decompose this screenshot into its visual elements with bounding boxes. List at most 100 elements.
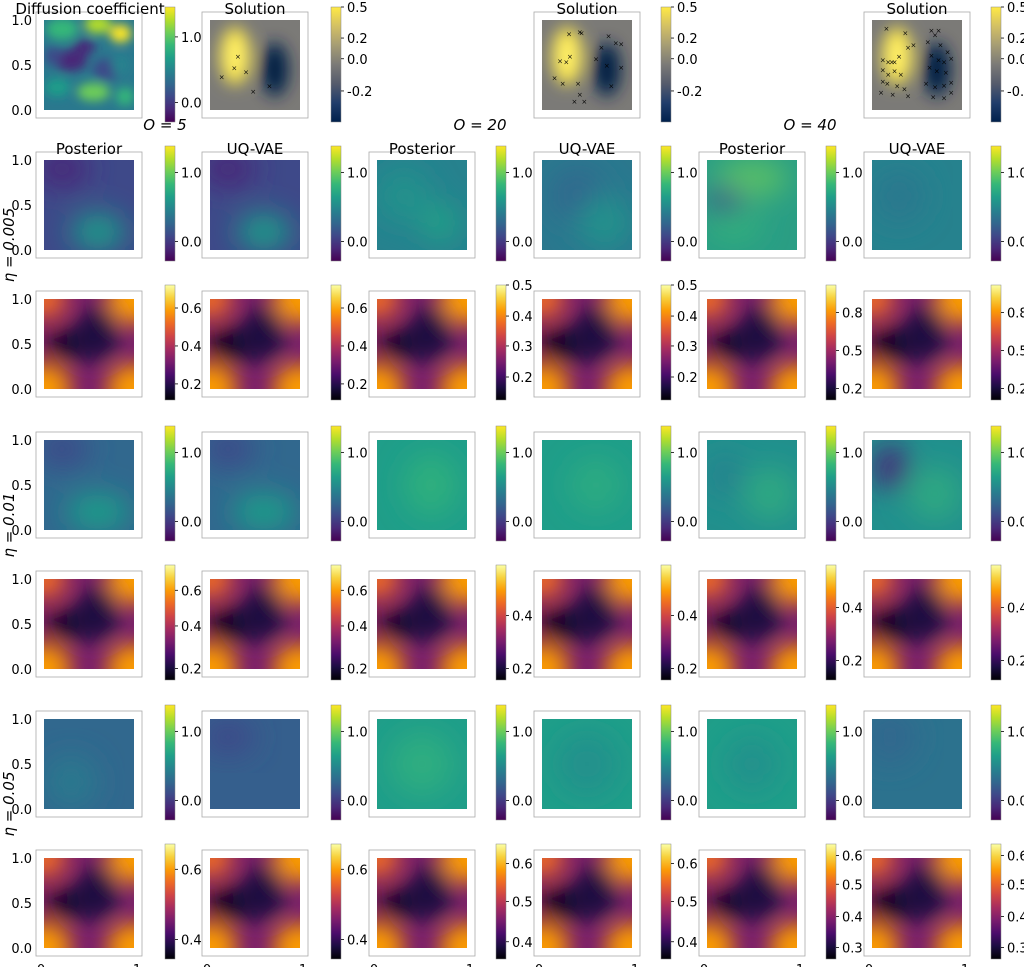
colorbar-tick-label: 0.3 (842, 942, 863, 957)
observation-marker: × (552, 75, 558, 83)
colorbar-tick-label: 0.2 (1007, 32, 1024, 47)
axes-frame (201, 151, 309, 259)
observation-marker: × (593, 56, 599, 64)
colorbar-tick-label: 0.2 (181, 378, 202, 393)
colorbar (164, 425, 176, 542)
colorbar-tick-label: 0.0 (842, 794, 863, 809)
y-tick-label: 0.5 (11, 479, 32, 494)
colorbar-tick-label: 0.4 (181, 620, 202, 635)
heatmap-mean (44, 440, 134, 530)
observation-marker: × (923, 80, 929, 88)
solution-title: Solution (886, 0, 947, 18)
colorbar-tick-label: 0.4 (512, 310, 533, 325)
axes-frame (35, 290, 143, 398)
heatmap-mean (44, 160, 134, 250)
axes-frame (698, 290, 806, 398)
y-tick-label: 0.0 (11, 524, 32, 539)
colorbar-tick-label: 0.2 (1007, 383, 1024, 398)
colorbar-tick-label: 0.2 (512, 371, 533, 386)
colorbar (164, 6, 176, 123)
colorbar-tick-label: -0.2 (677, 85, 702, 100)
observation-marker: × (925, 39, 931, 47)
y-tick-label: 0.0 (11, 104, 32, 119)
colorbar (164, 843, 176, 960)
heatmap-mean (872, 440, 962, 530)
observation-marker: × (943, 69, 949, 77)
colorbar-tick-label: 0.5 (1007, 345, 1024, 360)
colorbar-tick-label: 1.0 (347, 166, 368, 181)
colorbar-tick-label: 1.0 (512, 166, 533, 181)
colorbar-tick-label: 1.0 (347, 725, 368, 740)
heatmap-std (44, 299, 134, 389)
x-tick-label: 1 (796, 963, 804, 967)
colorbar-tick-label: 0.6 (181, 863, 202, 878)
heatmap-std (210, 579, 300, 669)
observation-marker: × (606, 32, 612, 40)
observation-marker: × (243, 68, 249, 76)
colorbar (495, 704, 507, 821)
observation-marker: × (560, 80, 566, 88)
column-title: Posterior (56, 140, 123, 158)
column-title: UQ-VAE (889, 140, 946, 158)
axes-frame (698, 710, 806, 818)
axes-frame (201, 431, 309, 539)
colorbar-tick-label: 0.2 (842, 654, 863, 669)
observation-marker: × (890, 91, 896, 99)
colorbar-tick-label: 0.2 (1007, 654, 1024, 669)
colorbar-tick-label: 0.5 (677, 896, 698, 911)
axes-frame (863, 431, 971, 539)
observation-marker: × (898, 71, 904, 79)
axes-frame (533, 11, 641, 119)
heatmap-std (377, 299, 467, 389)
column-title: UQ-VAE (227, 140, 284, 158)
observation-marker: × (579, 30, 585, 38)
noise-level-label: η = 0.005 (0, 208, 18, 283)
colorbar-tick-label: 0.0 (1007, 235, 1024, 250)
colorbar-tick-label: 0.6 (181, 584, 202, 599)
colorbar-tick-label: 0.4 (181, 340, 202, 355)
y-tick-label: 1.0 (11, 154, 32, 169)
colorbar-tick-label: 0.2 (677, 32, 698, 47)
observation-marker: × (250, 88, 256, 96)
observation-marker: × (941, 82, 947, 90)
axes-frame (863, 290, 971, 398)
colorbar-tick-label: 1.0 (512, 446, 533, 461)
colorbar-tick-label: 0.4 (512, 610, 533, 625)
observation-marker: × (567, 53, 573, 61)
colorbar-tick-label: 0.8 (842, 307, 863, 322)
observation-marker: × (937, 41, 943, 49)
heatmap-mean (872, 719, 962, 809)
axes-frame (201, 570, 309, 678)
observation-marker: × (892, 67, 898, 75)
colorbar-tick-label: 1.0 (842, 166, 863, 181)
colorbar-tick-label: 0.5 (1007, 878, 1024, 893)
colorbar-tick-label: 1.0 (181, 31, 202, 46)
observation-marker: × (936, 27, 942, 35)
noise-level-label: η = 0.05 (0, 771, 18, 836)
axes-frame (368, 570, 476, 678)
colorbar-tick-label: 0.0 (842, 235, 863, 250)
colorbar (660, 564, 672, 681)
y-tick-label: 0.0 (11, 383, 32, 398)
axes-frame (698, 570, 806, 678)
heatmap-mean (707, 160, 797, 250)
column-title: UQ-VAE (559, 140, 616, 158)
observation-marker: × (948, 89, 954, 97)
observation-marker: × (932, 31, 938, 39)
colorbar (990, 704, 1002, 821)
heatmap-diffusion-coefficient (44, 20, 134, 110)
colorbar-tick-label: 0.4 (1007, 602, 1024, 617)
heatmap-solution (872, 20, 962, 110)
colorbar-tick-label: 0.4 (677, 610, 698, 625)
axes-frame (368, 849, 476, 957)
observation-marker: × (577, 91, 583, 99)
heatmap-mean (542, 719, 632, 809)
observation-marker: × (880, 57, 886, 65)
colorbar-tick-label: 0.2 (347, 32, 368, 47)
axes-frame (201, 849, 309, 957)
solution-title: Solution (556, 0, 617, 18)
colorbar (825, 425, 837, 542)
axes-frame (863, 849, 971, 957)
observation-marker: × (885, 71, 891, 79)
colorbar-tick-label: 0.0 (347, 515, 368, 530)
